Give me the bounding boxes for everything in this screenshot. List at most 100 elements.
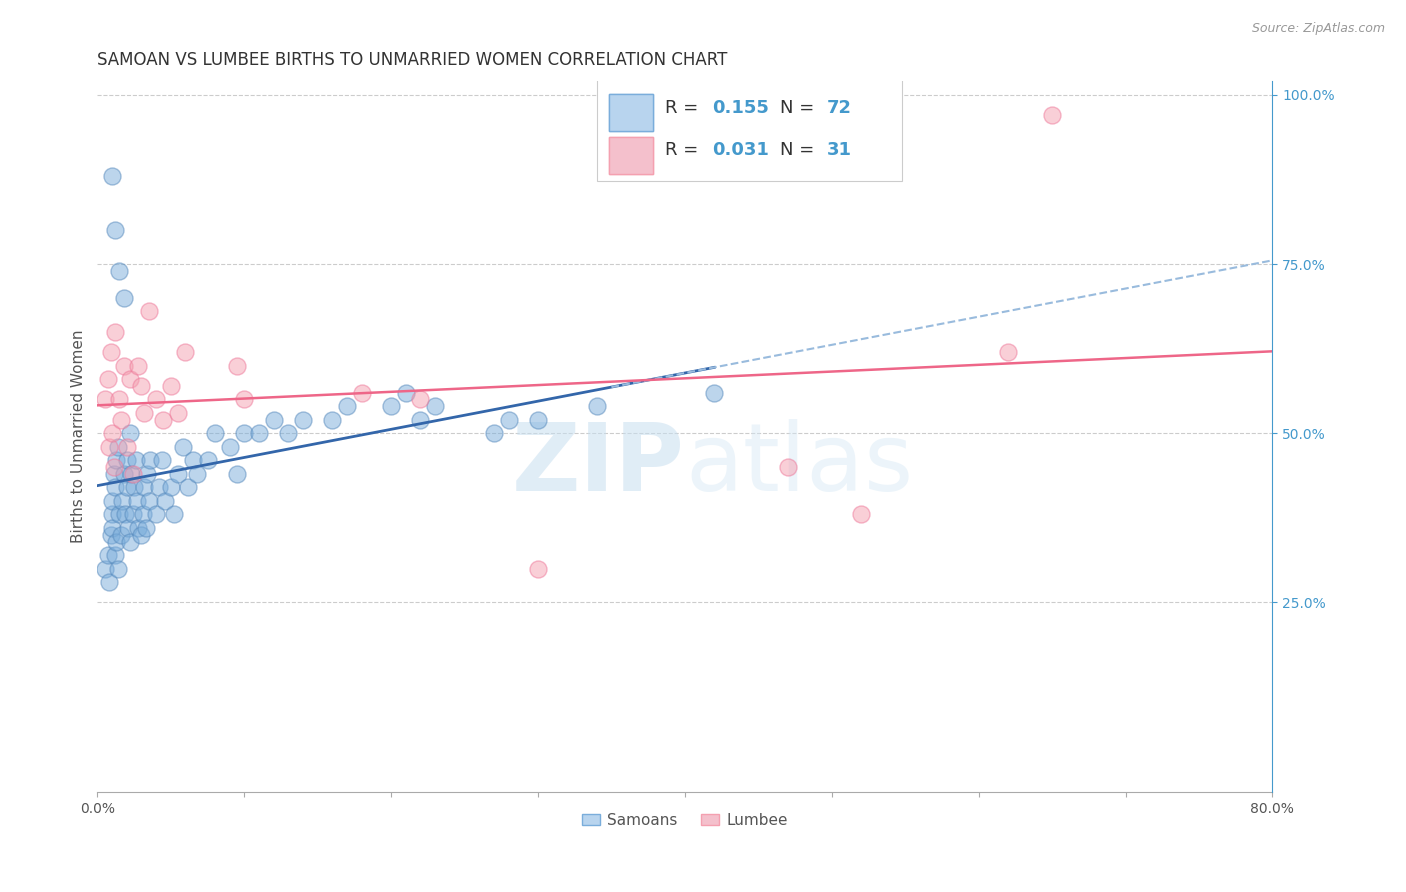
Point: [225, 359, 247, 373]
Point: [115, 440, 138, 454]
Point: [138, 494, 160, 508]
Point: [100, 528, 122, 542]
Point: [134, 480, 156, 494]
Point: [150, 453, 173, 467]
Point: [145, 392, 167, 407]
Point: [233, 392, 256, 407]
Point: [849, 508, 872, 522]
Text: 0.031: 0.031: [711, 141, 769, 160]
Point: [104, 480, 127, 494]
Point: [172, 440, 194, 454]
Point: [120, 467, 142, 481]
Point: [101, 494, 124, 508]
Point: [121, 467, 143, 481]
Point: [131, 528, 153, 542]
Point: [117, 521, 139, 535]
Point: [118, 534, 141, 549]
Point: [291, 413, 314, 427]
Point: [218, 440, 240, 454]
Point: [145, 508, 167, 522]
Point: [105, 534, 128, 549]
Point: [112, 291, 135, 305]
Point: [134, 406, 156, 420]
Text: 0.155: 0.155: [711, 99, 769, 117]
Point: [177, 480, 200, 494]
Point: [159, 480, 181, 494]
Point: [101, 521, 124, 535]
Point: [112, 359, 135, 373]
Text: R =: R =: [665, 99, 704, 117]
FancyBboxPatch shape: [609, 95, 654, 131]
Point: [101, 169, 124, 183]
Point: [136, 467, 159, 481]
Point: [167, 406, 190, 420]
Point: [104, 548, 127, 562]
Point: [409, 413, 432, 427]
Point: [111, 494, 134, 508]
Point: [703, 385, 725, 400]
Point: [104, 325, 127, 339]
Point: [115, 453, 138, 467]
Point: [395, 385, 418, 400]
Point: [103, 460, 125, 475]
Point: [225, 467, 247, 481]
Point: [98, 575, 121, 590]
Point: [132, 508, 155, 522]
Text: R =: R =: [665, 141, 704, 160]
Text: atlas: atlas: [685, 419, 912, 511]
Point: [104, 223, 127, 237]
Point: [997, 345, 1019, 359]
Point: [108, 508, 131, 522]
Text: 72: 72: [827, 99, 852, 117]
Point: [153, 494, 176, 508]
Point: [1040, 108, 1063, 122]
Point: [776, 460, 799, 475]
Point: [482, 426, 505, 441]
Point: [127, 359, 149, 373]
Point: [527, 413, 550, 427]
Text: SAMOAN VS LUMBEE BIRTHS TO UNMARRIED WOMEN CORRELATION CHART: SAMOAN VS LUMBEE BIRTHS TO UNMARRIED WOM…: [97, 51, 728, 69]
Point: [97, 372, 120, 386]
Point: [93, 561, 115, 575]
Point: [174, 345, 197, 359]
Point: [263, 413, 285, 427]
Point: [103, 467, 125, 481]
Text: ZIP: ZIP: [512, 419, 685, 511]
Point: [121, 508, 143, 522]
Point: [204, 426, 226, 441]
Point: [152, 413, 174, 427]
Point: [107, 561, 129, 575]
Point: [380, 399, 402, 413]
Point: [112, 467, 135, 481]
Text: N =: N =: [780, 99, 820, 117]
Point: [118, 372, 141, 386]
Point: [118, 426, 141, 441]
Point: [498, 413, 520, 427]
Point: [425, 399, 447, 413]
Point: [159, 379, 181, 393]
Point: [114, 508, 136, 522]
Point: [107, 440, 129, 454]
Point: [138, 304, 160, 318]
Point: [139, 453, 162, 467]
Text: N =: N =: [780, 141, 820, 160]
Point: [101, 426, 124, 441]
FancyBboxPatch shape: [609, 136, 654, 174]
Point: [167, 467, 190, 481]
Point: [122, 480, 145, 494]
Point: [197, 453, 219, 467]
Point: [336, 399, 359, 413]
Point: [321, 413, 343, 427]
Point: [247, 426, 270, 441]
Point: [181, 453, 204, 467]
Point: [277, 426, 299, 441]
Point: [186, 467, 208, 481]
Point: [585, 399, 607, 413]
Point: [108, 392, 131, 407]
Point: [100, 345, 122, 359]
Point: [98, 440, 121, 454]
Point: [163, 508, 186, 522]
Point: [105, 453, 128, 467]
Point: [233, 426, 256, 441]
Point: [93, 392, 115, 407]
